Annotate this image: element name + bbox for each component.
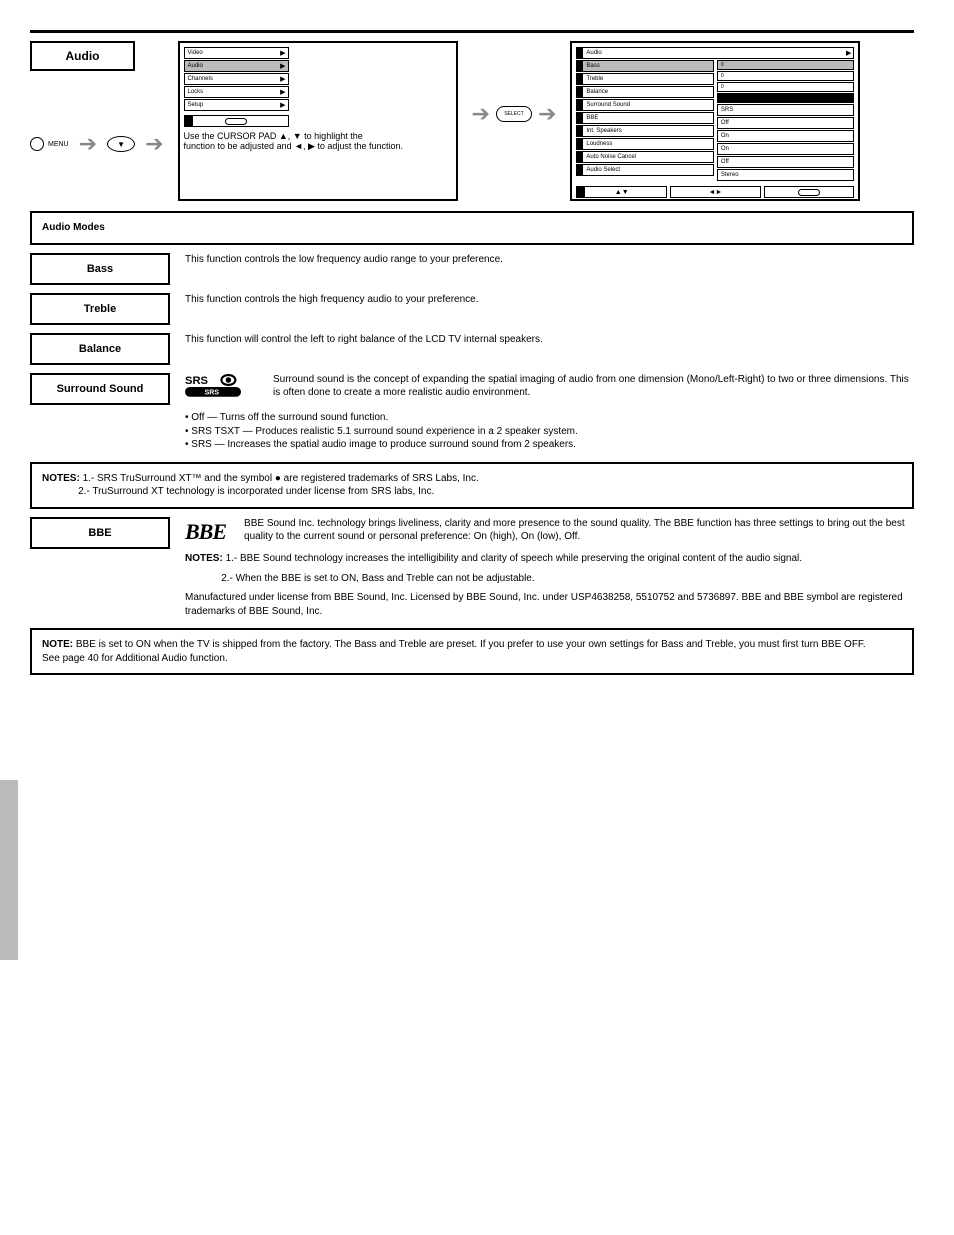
treble-label: Treble (30, 293, 170, 325)
select-button-icon: SELECT (496, 106, 532, 122)
cursor-pad-icon: ▼ (107, 136, 135, 152)
menu-label: MENU (48, 141, 69, 148)
menu-item: Auto Noise Cancel (576, 151, 714, 163)
menu-item: Video▶ (184, 47, 289, 59)
menu-item: Loudness (576, 138, 714, 150)
surround-label: Surround Sound (30, 373, 170, 405)
menu-item: Audio Select (576, 164, 714, 176)
cursor-instruction: Use the CURSOR PAD ▲, ▼ to highlight the… (184, 131, 452, 152)
menu-item: Surround Sound (576, 99, 714, 111)
toggle-item: SRS (717, 104, 855, 116)
menu-item: Locks▶ (184, 86, 289, 98)
arrow-icon: ➔ (79, 131, 97, 157)
osd-audio-menu: Audio▶ Bass Treble Balance Surround Soun… (570, 41, 860, 201)
footer-exit (764, 186, 855, 198)
footer-select: ▲▼ (576, 186, 667, 198)
menu-button-icon (30, 137, 44, 151)
treble-desc: This function controls the high frequenc… (185, 293, 914, 307)
bbe-desc: BBE BBE Sound Inc. technology brings liv… (185, 517, 914, 619)
balance-desc: This function will control the left to r… (185, 333, 914, 347)
toggle-item: Off (717, 117, 855, 129)
arrow-icon: ➔ (472, 101, 490, 127)
toggle-item: Stereo (717, 169, 855, 181)
toggle-item: On (717, 143, 855, 155)
srs-logo-icon: SRS SRS (185, 373, 255, 406)
bass-label: Bass (30, 253, 170, 285)
arrow-icon: ➔ (538, 101, 556, 127)
menu-item: Treble (576, 73, 714, 85)
menu-item: Int. Speakers (576, 125, 714, 137)
menu-item: Balance (576, 86, 714, 98)
menu-item: Channels▶ (184, 73, 289, 85)
menu-item: Setup▶ (184, 99, 289, 111)
bass-desc: This function controls the low frequency… (185, 253, 914, 267)
arrow-icon: ➔ (145, 131, 163, 157)
value-bar: 0 (717, 60, 855, 70)
menu-item: BBE (576, 112, 714, 124)
osd-main-menu: Video▶ Audio▶ Channels▶ Locks▶ Setup▶ Us… (178, 41, 458, 201)
value-bar: 0 (717, 71, 855, 81)
remote-hint: MENU ➔ ▼ ➔ (30, 131, 170, 157)
surround-desc: SRSSRS Surround sound is the concept of … (185, 373, 914, 452)
osd-header: Audio▶ (576, 47, 854, 59)
footer-adjust: ◄► (670, 186, 761, 198)
toggle-item: Off (717, 156, 855, 168)
menu-item: Audio▶ (184, 60, 289, 72)
menu-item: Bass (576, 60, 714, 72)
menu-footer (184, 115, 289, 127)
value-bar (717, 93, 855, 103)
value-bar: 0 (717, 82, 855, 92)
bbe-logo-icon: BBE (185, 517, 226, 547)
balance-label: Balance (30, 333, 170, 365)
audio-header-box: Audio (30, 41, 135, 71)
svg-text:SRS: SRS (205, 389, 220, 396)
audio-modes-box: Audio Modes (30, 211, 914, 245)
srs-notes-box: NOTES: 1.- SRS TruSurround XT™ and the s… (30, 462, 914, 509)
bbe-factory-note-box: NOTE: BBE is set to ON when the TV is sh… (30, 628, 914, 675)
toggle-item: On (717, 130, 855, 142)
bbe-label: BBE (30, 517, 170, 549)
svg-text:SRS: SRS (185, 375, 209, 387)
top-rule (30, 30, 914, 33)
